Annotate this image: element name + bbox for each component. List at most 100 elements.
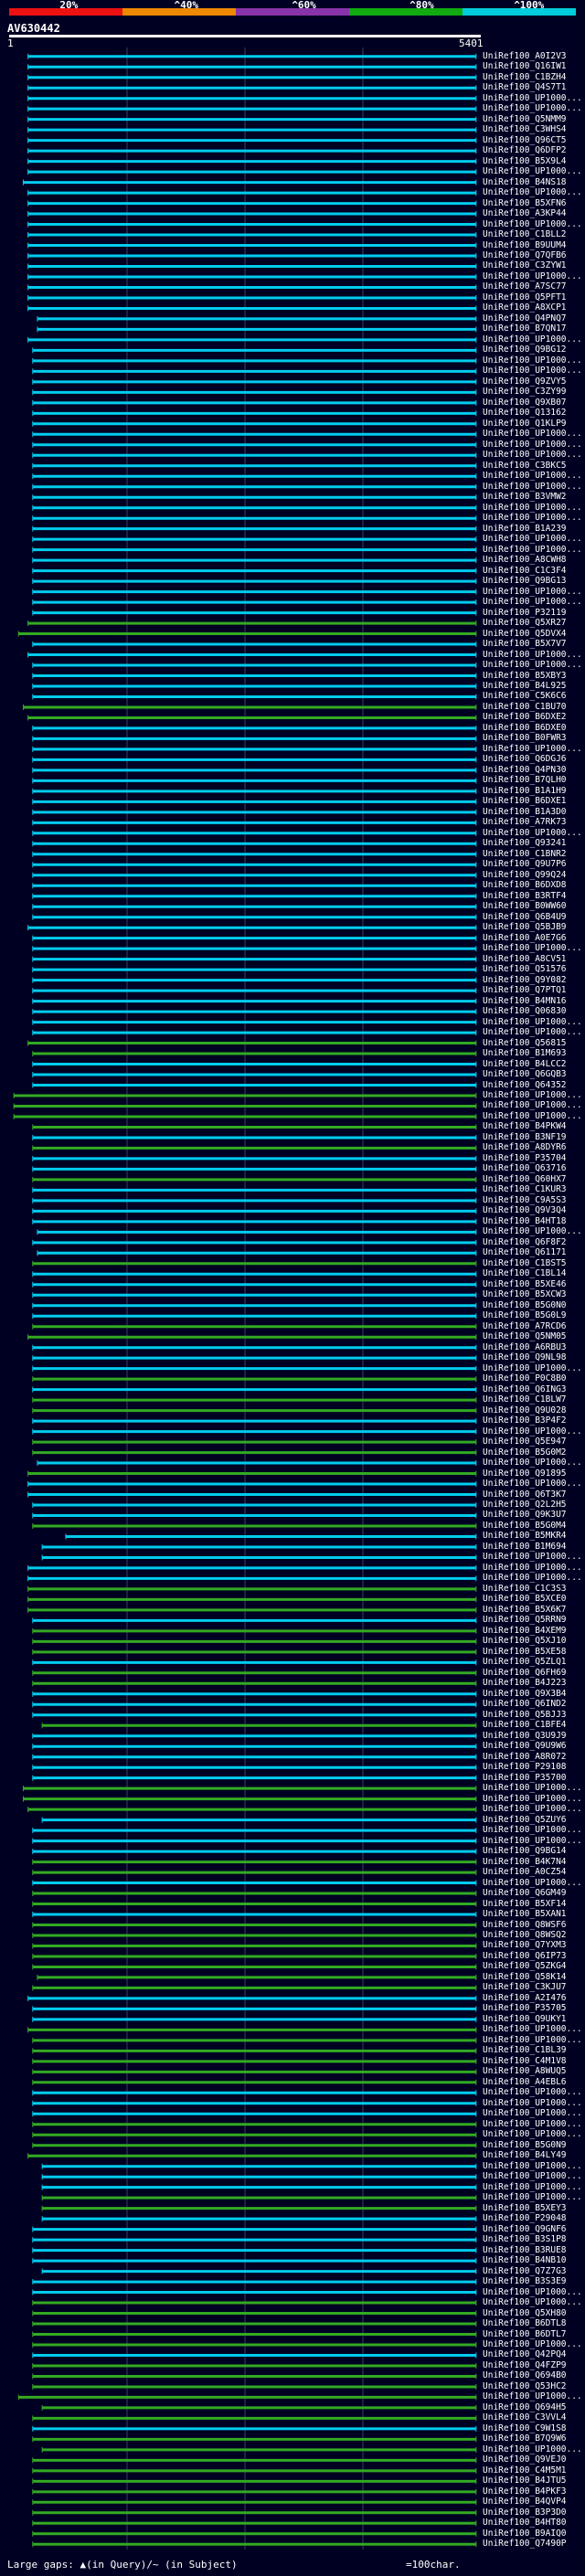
hit-label[interactable]: UniRef100_Q5XH80 [483,2307,567,2318]
hit-label[interactable]: UniRef100_B1A3D0 [483,806,567,817]
hit-label[interactable]: UniRef100_B5XEY3 [483,2202,567,2213]
hit-label[interactable]: UniRef100_B5X9L4 [483,155,567,166]
hit-label[interactable]: UniRef100_B9AIQ0 [483,2528,567,2539]
hit-label[interactable]: UniRef100_B3P4F2 [483,1415,567,1426]
hit-label[interactable]: UniRef100_UP1000... [483,92,582,103]
hit-label[interactable]: UniRef100_Q9Y082 [483,974,567,985]
hit-label[interactable]: UniRef100_C1BST5 [483,1257,567,1268]
hit-label[interactable]: UniRef100_Q5NM05 [483,1331,567,1342]
hit-label[interactable]: UniRef100_Q6FH69 [483,1667,567,1678]
hit-label[interactable]: UniRef100_A6RBU3 [483,1341,567,1352]
hit-label[interactable]: UniRef100_Q96CT5 [483,134,567,145]
hit-label[interactable]: UniRef100_UP1000... [483,649,582,660]
hit-label[interactable]: UniRef100_C1BU70 [483,701,567,712]
hit-label[interactable]: UniRef100_Q9BG13 [483,576,567,587]
hit-label[interactable]: UniRef100_Q6DGJ6 [483,754,567,765]
hit-label[interactable]: UniRef100_B4K7N4 [483,1856,567,1867]
hit-label[interactable]: UniRef100_Q5ZLQ1 [483,1657,567,1668]
hit-label[interactable]: UniRef100_UP1000... [483,218,582,229]
hit-label[interactable]: UniRef100_UP1000... [483,1783,582,1794]
hit-label[interactable]: UniRef100_Q7PTQ1 [483,985,567,996]
hit-label[interactable]: UniRef100_C3KJU7 [483,1982,567,1993]
hit-label[interactable]: UniRef100_Q5BJJ3 [483,1709,567,1720]
hit-label[interactable]: UniRef100_Q16IW1 [483,61,567,72]
hit-label[interactable]: UniRef100_B5XE46 [483,1278,567,1289]
hit-label[interactable]: UniRef100_Q9XB07 [483,397,567,408]
hit-label[interactable]: UniRef100_UP1000... [483,2108,582,2119]
hit-label[interactable]: UniRef100_P35704 [483,1152,567,1163]
hit-label[interactable]: UniRef100_UP1000... [483,2297,582,2308]
hit-label[interactable]: UniRef100_Q5NMM9 [483,113,567,124]
hit-label[interactable]: UniRef100_A7RCD6 [483,1320,567,1331]
hit-label[interactable]: UniRef100_UP1000... [483,2118,582,2129]
hit-label[interactable]: UniRef100_Q5ZKG4 [483,1961,567,1972]
hit-label[interactable]: UniRef100_C1C3S3 [483,1583,567,1594]
hit-label[interactable]: UniRef100_B6DTL8 [483,2318,567,2329]
hit-label[interactable]: UniRef100_UP1000... [483,1426,582,1436]
hit-label[interactable]: UniRef100_Q63716 [483,1163,567,1174]
hit-label[interactable]: UniRef100_Q1KLP9 [483,418,567,429]
hit-label[interactable]: UniRef100_Q4FZP9 [483,2359,567,2370]
hit-label[interactable]: UniRef100_B4LCC2 [483,1058,567,1069]
hit-label[interactable]: UniRef100_P35700 [483,1772,567,1783]
hit-label[interactable]: UniRef100_B5X6K7 [483,1604,567,1615]
hit-label[interactable]: UniRef100_P0C8B0 [483,1373,567,1384]
hit-label[interactable]: UniRef100_C4M1V8 [483,2055,567,2066]
hit-label[interactable]: UniRef100_UP1000... [483,2171,582,2182]
hit-label[interactable]: UniRef100_UP1000... [483,1877,582,1888]
hit-label[interactable]: UniRef100_Q4PNQ7 [483,313,567,323]
hit-label[interactable]: UniRef100_B4QVP4 [483,2496,567,2507]
hit-label[interactable]: UniRef100_C3WHS4 [483,124,567,135]
hit-label[interactable]: UniRef100_UP1000... [483,534,582,545]
hit-label[interactable]: UniRef100_C9A5S3 [483,1194,567,1205]
hit-label[interactable]: UniRef100_B5G0M4 [483,1520,567,1531]
hit-label[interactable]: UniRef100_Q5ZUY6 [483,1814,567,1825]
hit-label[interactable]: UniRef100_Q9K3U7 [483,1510,567,1521]
hit-label[interactable]: UniRef100_B4PKF3 [483,2486,567,2496]
hit-label[interactable]: UniRef100_Q91895 [483,1468,567,1479]
hit-label[interactable]: UniRef100_UP1000... [483,1793,582,1804]
hit-label[interactable]: UniRef100_UP1000... [483,1016,582,1027]
hit-label[interactable]: UniRef100_UP1000... [483,1362,582,1373]
hit-label[interactable]: UniRef100_UP1000... [483,827,582,838]
hit-label[interactable]: UniRef100_B1M694 [483,1541,567,1552]
hit-label[interactable]: UniRef100_Q9ZVY5 [483,376,567,387]
hit-label[interactable]: UniRef100_B6DTL7 [483,2328,567,2339]
hit-label[interactable]: UniRef100_UP1000... [483,2192,582,2203]
hit-label[interactable]: UniRef100_C1BLL2 [483,229,567,240]
hit-label[interactable]: UniRef100_B4NB10 [483,2255,567,2266]
hit-label[interactable]: UniRef100_A4EBL6 [483,2076,567,2087]
hit-label[interactable]: UniRef100_Q9GNF6 [483,2223,567,2234]
hit-label[interactable]: UniRef100_B1A1H9 [483,785,567,796]
hit-label[interactable]: UniRef100_Q13162 [483,408,567,419]
hit-label[interactable]: UniRef100_C3VVL4 [483,2412,567,2423]
hit-label[interactable]: UniRef100_UP1000... [483,2181,582,2192]
hit-label[interactable]: UniRef100_C3ZYW1 [483,260,567,271]
hit-label[interactable]: UniRef100_B0WW60 [483,901,567,912]
hit-label[interactable]: UniRef100_A0CZ54 [483,1867,567,1878]
hit-label[interactable]: UniRef100_UP1000... [483,1458,582,1468]
hit-label[interactable]: UniRef100_B6DXE0 [483,722,567,733]
hit-label[interactable]: UniRef100_UP1000... [483,1825,582,1836]
hit-label[interactable]: UniRef100_Q9NL98 [483,1352,567,1363]
hit-label[interactable]: UniRef100_Q2L2H5 [483,1500,567,1510]
hit-label[interactable]: UniRef100_UP1000... [483,1100,582,1111]
hit-label[interactable]: UniRef100_UP1000... [483,2034,582,2045]
hit-label[interactable]: UniRef100_B6DXE2 [483,712,567,723]
hit-label[interactable]: UniRef100_Q9X3B4 [483,1688,567,1699]
hit-label[interactable]: UniRef100_UP1000... [483,2391,582,2402]
hit-label[interactable]: UniRef100_C1BL14 [483,1268,567,1279]
hit-label[interactable]: UniRef100_B5G0N0 [483,1299,567,1310]
hit-label[interactable]: UniRef100_C1C3F4 [483,565,567,576]
hit-label[interactable]: UniRef100_A7RK73 [483,817,567,828]
hit-label[interactable]: UniRef100_UP1000... [483,743,582,754]
hit-label[interactable]: UniRef100_B5XBY3 [483,670,567,681]
hit-label[interactable]: UniRef100_UP1000... [483,2286,582,2297]
hit-label[interactable]: UniRef100_UP1000... [483,471,582,482]
hit-label[interactable]: UniRef100_B3RTF4 [483,890,567,901]
hit-label[interactable]: UniRef100_Q7Z7G3 [483,2265,567,2276]
hit-label[interactable]: UniRef100_Q60HX7 [483,1173,567,1184]
hit-label[interactable]: UniRef100_Q4S7T1 [483,82,567,93]
hit-label[interactable]: UniRef100_A8R072 [483,1751,567,1762]
hit-label[interactable]: UniRef100_A0I2V3 [483,50,567,61]
